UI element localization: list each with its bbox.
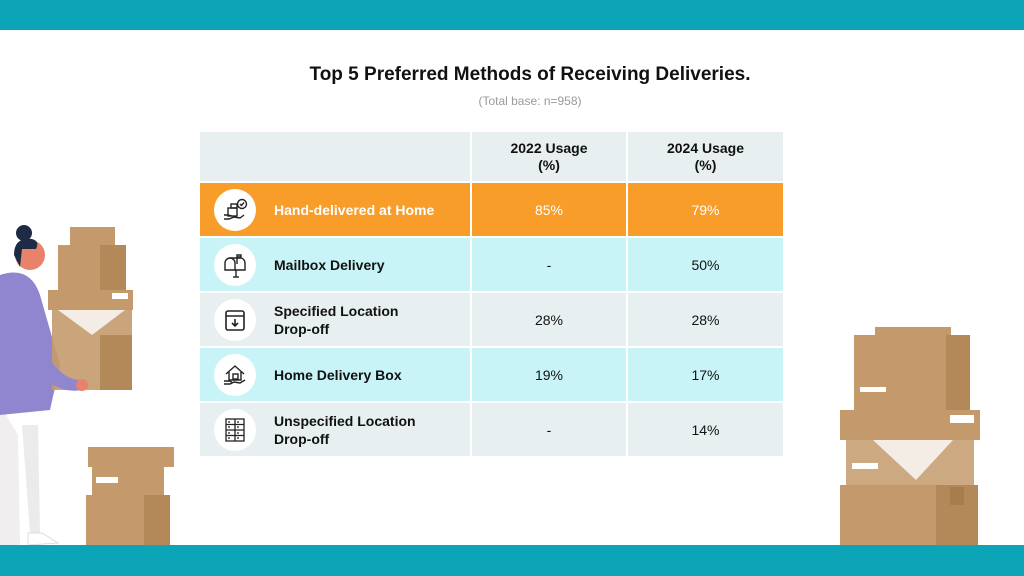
- value-2024: 50%: [691, 256, 720, 273]
- page-title: Top 5 Preferred Methods of Receiving Del…: [309, 64, 751, 85]
- delivery-methods-table: 2022 Usage (%) 2024 Usage (%) Hand-deliv…: [200, 132, 783, 456]
- value-2024: 79%: [691, 201, 720, 218]
- home-delivery-box-icon: [214, 353, 256, 396]
- bottom-band: [0, 545, 1024, 576]
- value-2022: 85%: [472, 183, 628, 236]
- method-label: Specified Location Drop-off: [274, 302, 399, 337]
- header-cell-2024: 2024 Usage (%): [666, 139, 745, 173]
- value-2022: 19%: [472, 348, 628, 401]
- value-2022: -: [472, 403, 628, 456]
- value-2024: 28%: [691, 311, 720, 328]
- parcel-locker-icon: [214, 408, 256, 451]
- hand-delivery-icon: [214, 188, 256, 231]
- method-label: Home Delivery Box: [274, 366, 402, 383]
- page-subtitle: (Total base: n=958): [478, 94, 582, 108]
- person-carrying-boxes-illustration: [0, 225, 178, 553]
- top-band: [0, 0, 1024, 30]
- table-row: Unspecified Location Drop-off - 14%: [200, 401, 783, 456]
- method-label: Hand-delivered at Home: [274, 201, 435, 218]
- header-cell-2022: 2022 Usage (%): [472, 132, 628, 181]
- header-cell-method: [200, 132, 472, 181]
- table-row: Mailbox Delivery - 50%: [200, 236, 783, 291]
- method-label: Mailbox Delivery: [274, 256, 385, 273]
- method-label: Unspecified Location Drop-off: [274, 412, 416, 447]
- box-stack-illustration: [840, 327, 980, 549]
- table-header-row: 2022 Usage (%) 2024 Usage (%): [200, 132, 783, 181]
- value-2024: 14%: [691, 421, 720, 438]
- table-row: Home Delivery Box 19% 17%: [200, 346, 783, 401]
- table-row: Specified Location Drop-off 28% 28%: [200, 291, 783, 346]
- table-row: Hand-delivered at Home 85% 79%: [200, 181, 783, 236]
- value-2022: -: [472, 238, 628, 291]
- mailbox-icon: [214, 243, 256, 286]
- value-2024: 17%: [691, 366, 720, 383]
- value-2022: 28%: [472, 293, 628, 346]
- dropbox-icon: [214, 298, 256, 341]
